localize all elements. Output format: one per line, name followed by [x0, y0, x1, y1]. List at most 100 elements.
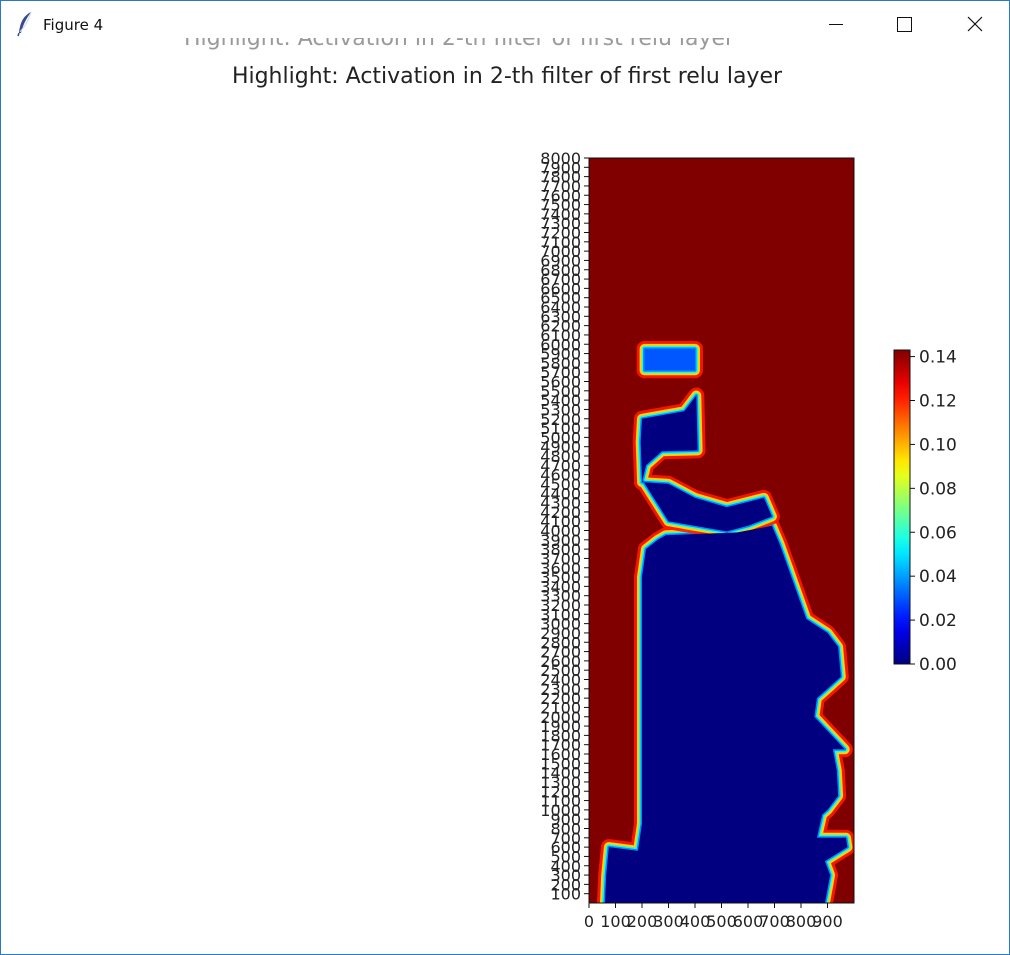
colorbar-tick-label-0.06: 0.06 [919, 523, 957, 543]
y-tick-label-6000: 6000 [540, 335, 581, 354]
colorbar-tick-label-0.12: 0.12 [919, 392, 957, 412]
clip-left [1, 128, 589, 933]
y-tick-label-400: 400 [550, 857, 581, 876]
colorbar-tick-label-0.00: 0.00 [919, 655, 957, 675]
y-tick-label-1300: 1300 [540, 773, 581, 792]
y-tick-label-4500: 4500 [540, 475, 581, 494]
y-tick-label-2100: 2100 [540, 698, 581, 717]
x-tick-label-300: 300 [653, 912, 684, 931]
y-tick-label-4200: 4200 [540, 503, 581, 522]
region-mid-activation-band [644, 348, 695, 371]
y-tick-label-3500: 3500 [540, 568, 581, 587]
y-tick-label-1600: 1600 [540, 745, 581, 764]
y-tick-label-7400: 7400 [540, 205, 581, 224]
x-tick-label-100: 100 [600, 912, 631, 931]
y-tick-label-5700: 5700 [540, 363, 581, 382]
colorbar [893, 349, 911, 665]
y-tick-label-5200: 5200 [540, 410, 581, 429]
x-tick-label-800: 800 [786, 912, 817, 931]
y-tick-label-7700: 7700 [540, 177, 581, 196]
y-tick-label-2900: 2900 [540, 624, 581, 643]
y-tick-label-4600: 4600 [540, 466, 581, 485]
y-tick-label-1400: 1400 [540, 764, 581, 783]
y-tick-label-6700: 6700 [540, 270, 581, 289]
clip-right [854, 128, 894, 933]
y-tick-label-3100: 3100 [540, 605, 581, 624]
close-icon [967, 16, 983, 32]
y-tick-label-5900: 5900 [540, 345, 581, 364]
title-bar[interactable]: Figure 4 [1, 1, 1009, 47]
y-tick-label-6100: 6100 [540, 326, 581, 345]
y-tick-label-5600: 5600 [540, 373, 581, 392]
y-tick-label-7100: 7100 [540, 233, 581, 252]
y-tick-label-3000: 3000 [540, 615, 581, 634]
y-tick-label-2200: 2200 [540, 689, 581, 708]
y-tick-label-300: 300 [550, 866, 581, 885]
y-tick-label-1500: 1500 [540, 754, 581, 773]
y-tick-label-4100: 4100 [540, 512, 581, 531]
y-tick-label-100: 100 [550, 885, 581, 904]
y-tick-label-4400: 4400 [540, 484, 581, 503]
y-tick-label-6500: 6500 [540, 289, 581, 308]
y-tick-label-6400: 6400 [540, 298, 581, 317]
y-tick-label-1200: 1200 [540, 782, 581, 801]
y-tick-label-4900: 4900 [540, 438, 581, 457]
y-tick-label-2700: 2700 [540, 643, 581, 662]
y-tick-label-5400: 5400 [540, 391, 581, 410]
y-tick-label-2500: 2500 [540, 661, 581, 680]
y-tick-label-3600: 3600 [540, 559, 581, 578]
y-tick-label-2000: 2000 [540, 708, 581, 727]
y-tick-label-900: 900 [550, 810, 581, 829]
colorbar-tick-label-0.02: 0.02 [919, 611, 957, 631]
y-tick-label-7800: 7800 [540, 168, 581, 187]
colorbar-tick-label-0.08: 0.08 [919, 479, 957, 499]
minimize-button[interactable] [813, 1, 859, 47]
y-tick-label-1100: 1100 [540, 792, 581, 811]
y-tick-label-2300: 2300 [540, 680, 581, 699]
y-tick-label-6600: 6600 [540, 279, 581, 298]
y-tick-label-1800: 1800 [540, 726, 581, 745]
y-tick-label-5800: 5800 [540, 354, 581, 373]
y-tick-label-2800: 2800 [540, 633, 581, 652]
y-tick-label-4300: 4300 [540, 494, 581, 513]
figure-canvas: Highlight: Activation in 2-th filter of … [1, 38, 1009, 954]
heatmap-chart: Highlight: Activation in 2-th filter of … [1, 64, 957, 933]
y-tick-label-1900: 1900 [540, 717, 581, 736]
y-tick-label-7500: 7500 [540, 196, 581, 215]
maximize-icon [897, 17, 912, 32]
feather-icon [17, 11, 32, 37]
maximize-button[interactable] [881, 1, 927, 47]
y-tick-label-7600: 7600 [540, 186, 581, 205]
y-tick-label-500: 500 [550, 847, 581, 866]
x-tick-label-400: 400 [680, 912, 711, 931]
clip-top [569, 128, 874, 158]
x-tick-label-500: 500 [706, 912, 737, 931]
minimize-icon [829, 24, 843, 25]
y-tick-label-600: 600 [550, 838, 581, 857]
y-tick-label-6300: 6300 [540, 307, 581, 326]
close-button[interactable] [951, 1, 997, 47]
y-tick-label-7200: 7200 [540, 224, 581, 243]
region-low-activation-upper-block [640, 395, 772, 532]
colorbar-tick-label-0.14: 0.14 [919, 348, 957, 368]
chart-title: Highlight: Activation in 2-th filter of … [232, 64, 783, 89]
colorbar-tick-label-0.04: 0.04 [919, 567, 957, 587]
y-tick-label-2400: 2400 [540, 671, 581, 690]
y-tick-label-7300: 7300 [540, 214, 581, 233]
y-tick-label-6200: 6200 [540, 317, 581, 336]
y-tick-label-3200: 3200 [540, 596, 581, 615]
y-tick-label-6900: 6900 [540, 251, 581, 270]
y-tick-label-1000: 1000 [540, 801, 581, 820]
window-title: Figure 4 [43, 16, 104, 34]
y-tick-label-2600: 2600 [540, 652, 581, 671]
y-tick-label-700: 700 [550, 829, 581, 848]
y-tick-label-7000: 7000 [540, 242, 581, 261]
x-tick-label-0: 0 [584, 912, 594, 931]
colorbar-tick-label-0.10: 0.10 [919, 435, 957, 455]
y-tick-label-200: 200 [550, 875, 581, 894]
y-tick-label-3400: 3400 [540, 577, 581, 596]
y-tick-label-5000: 5000 [540, 428, 581, 447]
ghost-title: Highlight: Activation in 2-th filter of … [184, 38, 735, 51]
y-tick-label-3800: 3800 [540, 540, 581, 559]
